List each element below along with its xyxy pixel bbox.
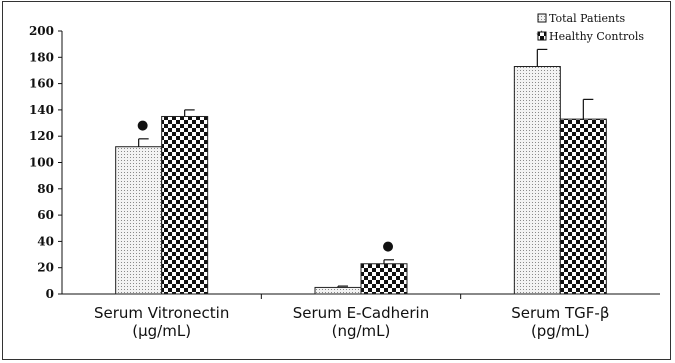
y-tick-label: 60 [37,208,54,222]
legend-label: Healthy Controls [549,30,644,43]
x-category-label: (ng/mL) [332,322,391,340]
bar-dots [513,66,561,295]
significance-marker: ● [382,239,393,254]
y-tick-label: 40 [37,234,54,248]
x-category-label: (pg/mL) [531,322,590,340]
significance-marker: ● [137,118,148,133]
bar-dots [115,146,163,295]
category-labels: Serum Vitronectin(μg/mL) Serum E-Cadherin… [94,304,609,340]
x-category-label: (μg/mL) [132,322,191,340]
y-tick-label: 80 [37,182,54,196]
y-tick-label: 200 [29,24,54,38]
legend-swatch-dots [537,13,547,23]
y-tick-label: 180 [29,50,54,64]
y-tick-label: 0 [46,287,54,301]
legend-swatch-checker [537,31,547,41]
y-tick-label: 140 [29,103,54,117]
bar-checker [559,118,607,295]
y-tick-label: 160 [29,77,54,91]
bar-checker [360,263,408,295]
bar-dots [314,286,362,295]
bar-checker [161,115,209,295]
legend: Total Patients Healthy Controls [537,12,644,43]
y-tick-label: 120 [29,129,54,143]
y-tick-label: 20 [37,261,54,275]
x-category-label: Serum E-Cadherin [293,304,429,322]
y-tick-label: 100 [29,156,54,170]
x-category-label: Serum Vitronectin [94,304,229,322]
bars: ●●★ [115,28,607,295]
legend-label: Total Patients [549,12,626,25]
x-category-label: Serum TGF-β [511,304,609,322]
